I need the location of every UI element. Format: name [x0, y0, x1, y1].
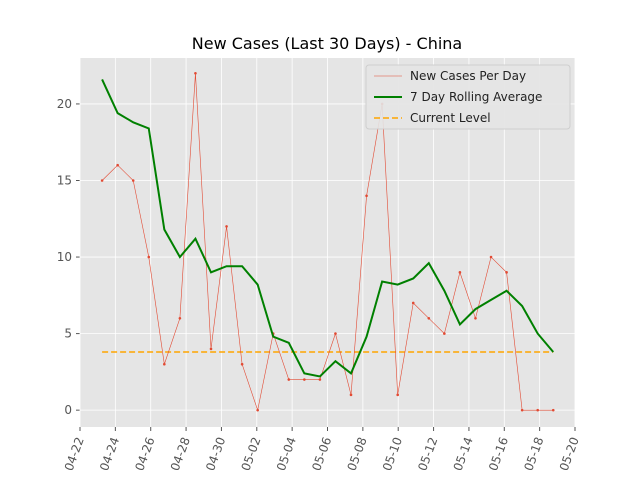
y-tick-label: 20	[57, 97, 72, 111]
point	[131, 179, 135, 182]
point	[520, 408, 524, 412]
y-tick-label: 5	[64, 327, 72, 341]
point	[225, 225, 228, 228]
point	[100, 179, 104, 182]
point	[536, 408, 539, 412]
x-tick-label: 05-04	[274, 435, 299, 473]
x-tick-label: 04-28	[168, 435, 193, 473]
legend-label: New Cases Per Day	[410, 69, 526, 83]
point	[209, 347, 213, 351]
x-tick-label: 04-30	[203, 435, 228, 473]
point	[147, 255, 151, 259]
point	[116, 163, 119, 167]
y-tick-label: 0	[64, 403, 72, 417]
point	[178, 316, 182, 320]
legend-box	[365, 64, 571, 130]
x-tick-label: 05-02	[239, 435, 264, 473]
x-tick-label: 05-08	[345, 435, 370, 473]
point	[505, 271, 508, 274]
y-tick-label: 15	[57, 173, 72, 187]
point	[240, 362, 244, 366]
chart-title: New Cases (Last 30 Days) - China	[192, 34, 462, 53]
series-line	[101, 79, 555, 378]
legend-label: Current Level	[410, 111, 491, 125]
point	[551, 408, 555, 412]
x-tick-label: 05-16	[486, 435, 511, 473]
point	[349, 393, 353, 397]
point	[427, 316, 431, 320]
point	[365, 194, 368, 198]
point	[318, 378, 322, 381]
x-tick-label: 04-22	[62, 435, 87, 473]
point	[194, 72, 197, 75]
x-tick-label: 05-10	[380, 435, 405, 473]
x-tick-label: 05-20	[557, 435, 582, 473]
x-tick-label: 05-18	[521, 435, 546, 473]
point	[163, 362, 166, 366]
x-tick-label: 04-26	[132, 435, 157, 473]
point	[411, 301, 415, 305]
point	[474, 316, 477, 320]
point	[287, 378, 291, 381]
x-tick-label: 05-12	[415, 435, 440, 473]
point	[489, 255, 493, 259]
point	[458, 271, 462, 274]
point	[334, 332, 337, 335]
x-tick-label: 04-24	[97, 435, 122, 473]
legend-label: 7 Day Rolling Average	[410, 90, 542, 104]
point	[396, 393, 399, 397]
x-tick-label: 05-14	[451, 435, 476, 473]
point	[443, 332, 446, 335]
y-tick-label: 10	[57, 250, 72, 264]
x-tick-label: 05-06	[309, 435, 334, 473]
point	[256, 408, 259, 412]
point	[303, 378, 306, 381]
